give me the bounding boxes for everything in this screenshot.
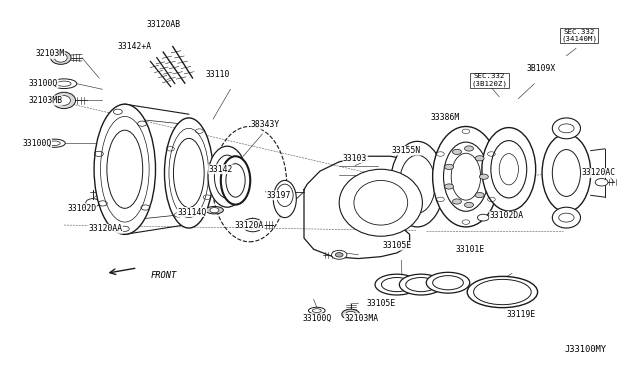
Ellipse shape	[164, 118, 213, 228]
Ellipse shape	[399, 274, 443, 295]
Ellipse shape	[552, 207, 580, 228]
Ellipse shape	[482, 128, 536, 211]
Text: 33100Q: 33100Q	[22, 139, 52, 148]
Ellipse shape	[433, 276, 463, 290]
Text: 33105E: 33105E	[366, 299, 396, 308]
Ellipse shape	[451, 153, 481, 200]
Ellipse shape	[406, 278, 436, 292]
Text: 33120A: 33120A	[235, 221, 264, 230]
Text: 32103M: 32103M	[35, 49, 65, 58]
Ellipse shape	[552, 118, 580, 139]
Text: 33103: 33103	[343, 154, 367, 163]
Ellipse shape	[308, 307, 325, 314]
Ellipse shape	[375, 274, 419, 295]
Text: 32103MB: 32103MB	[29, 96, 63, 105]
Ellipse shape	[107, 130, 143, 208]
Text: 33100Q: 33100Q	[29, 79, 58, 88]
Text: 33100Q: 33100Q	[302, 314, 332, 323]
Ellipse shape	[444, 142, 488, 211]
Circle shape	[445, 184, 454, 189]
Text: 33386M: 33386M	[430, 113, 460, 122]
Ellipse shape	[390, 141, 444, 227]
Text: J33100MY: J33100MY	[564, 345, 607, 354]
Ellipse shape	[94, 104, 156, 234]
Text: 33120AA: 33120AA	[88, 224, 123, 233]
Ellipse shape	[226, 164, 245, 197]
Ellipse shape	[52, 92, 76, 109]
Ellipse shape	[58, 96, 70, 105]
Text: 33119E: 33119E	[507, 310, 536, 319]
Ellipse shape	[273, 180, 296, 218]
Ellipse shape	[173, 138, 204, 208]
Circle shape	[210, 208, 219, 213]
Ellipse shape	[276, 184, 293, 206]
Text: SEC.332
(3B120Z): SEC.332 (3B120Z)	[472, 73, 508, 87]
Circle shape	[452, 199, 461, 204]
Ellipse shape	[474, 279, 531, 305]
Ellipse shape	[339, 169, 422, 236]
Text: 33105E: 33105E	[382, 241, 412, 250]
Ellipse shape	[399, 155, 435, 213]
Text: 33120AC: 33120AC	[581, 169, 616, 177]
Circle shape	[477, 214, 489, 221]
Ellipse shape	[381, 278, 412, 292]
Ellipse shape	[354, 180, 408, 225]
Circle shape	[335, 253, 343, 257]
Circle shape	[452, 149, 461, 154]
Circle shape	[465, 146, 474, 151]
Ellipse shape	[433, 126, 499, 227]
Text: 33197: 33197	[266, 191, 291, 200]
Text: 33142+A: 33142+A	[117, 42, 152, 51]
Ellipse shape	[54, 53, 67, 62]
Ellipse shape	[467, 276, 538, 308]
Circle shape	[475, 192, 484, 198]
Ellipse shape	[214, 155, 240, 198]
Text: 33120AB: 33120AB	[146, 20, 180, 29]
Ellipse shape	[499, 154, 518, 185]
Circle shape	[479, 174, 488, 179]
Circle shape	[445, 164, 454, 170]
Text: FRONT: FRONT	[150, 271, 177, 280]
Ellipse shape	[51, 51, 71, 64]
Text: 33110: 33110	[205, 70, 230, 79]
Text: 33114Q: 33114Q	[177, 208, 207, 217]
Ellipse shape	[426, 272, 470, 293]
Text: 33101E: 33101E	[456, 245, 485, 254]
Ellipse shape	[205, 206, 223, 214]
Text: 3B109X: 3B109X	[526, 64, 556, 73]
Text: 33102D: 33102D	[67, 204, 97, 213]
Circle shape	[465, 202, 474, 208]
Ellipse shape	[542, 134, 591, 212]
Text: 32103MA: 32103MA	[344, 314, 379, 323]
Ellipse shape	[221, 156, 250, 205]
Text: 33155N: 33155N	[392, 146, 421, 155]
Circle shape	[342, 309, 360, 320]
Text: 33102DA: 33102DA	[490, 211, 524, 220]
Ellipse shape	[491, 141, 527, 198]
Ellipse shape	[552, 150, 580, 196]
Text: 38343Y: 38343Y	[251, 120, 280, 129]
Text: 33142: 33142	[209, 165, 233, 174]
Ellipse shape	[243, 218, 263, 232]
Circle shape	[332, 250, 347, 259]
Text: SEC.332
(34140M): SEC.332 (34140M)	[561, 29, 597, 42]
Circle shape	[595, 179, 608, 186]
Circle shape	[346, 311, 356, 317]
Circle shape	[475, 156, 484, 161]
Ellipse shape	[208, 146, 246, 207]
